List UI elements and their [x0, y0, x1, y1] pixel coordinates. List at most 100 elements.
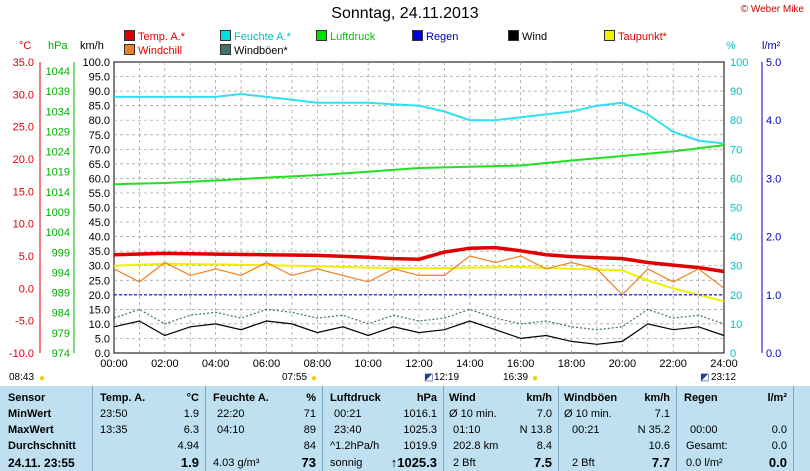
sunrise-day-label: 08:43: [9, 372, 35, 383]
kmh-tick-label: 40.0: [89, 232, 110, 244]
legend-label: Feuchte A.*: [234, 31, 291, 43]
kmh-tick-label: 20.0: [89, 290, 110, 302]
pct-tick-label: 30: [730, 261, 742, 273]
humidity-column: Feuchte A. % 22:20 71 04:10 89 84 4.03 g…: [205, 386, 323, 471]
kmh-tick-label: 30.0: [89, 261, 110, 273]
humidity-now-value: 73: [301, 455, 316, 470]
pressure-avg-value: 1019.9: [403, 440, 437, 452]
time-tick-label: 04:00: [202, 358, 230, 370]
rain-now-value: 0.0: [768, 455, 787, 470]
wind-max-time: 01:10: [453, 424, 481, 436]
hpa-tick-label: 1024: [46, 147, 70, 159]
legend-swatch: [220, 44, 231, 55]
legend-swatch: [604, 30, 615, 41]
pct-tick-label: 80: [730, 115, 742, 127]
temp-tick-label: -5.0: [15, 316, 34, 328]
hpa-tick-label: 989: [52, 288, 70, 300]
series-line: [113, 262, 725, 303]
pct-tick-label: 50: [730, 203, 742, 215]
kmh-tick-label: 75.0: [89, 130, 110, 142]
kmh-tick-label: 5.0: [95, 333, 110, 345]
wind-run: 202.8 km: [453, 440, 499, 452]
rain-tick-label: 2.0: [766, 232, 781, 244]
pressure-max-value: 1025.3: [403, 424, 437, 436]
legend-label: Windchill: [138, 45, 183, 57]
wind-header: Wind: [449, 392, 476, 404]
series-line: [113, 308, 725, 331]
weather-chart: 35.0 30.0 25.0 20.0 15.0 10.0 5.0 0.0 -5.0 -10.0 1…: [9, 57, 781, 370]
pressure-max-time: 23:40: [334, 424, 362, 436]
hpa-tick-label: 984: [52, 308, 70, 320]
kmh-tick-label: 95.0: [89, 72, 110, 84]
hpa-tick-label: 1029: [46, 126, 70, 138]
series-line: [113, 245, 725, 274]
noon-label: 12:19: [434, 372, 460, 383]
kmh-tick-label: 0.0: [95, 348, 110, 360]
now-row-label: 24.11. 23:55: [8, 456, 75, 470]
legend-label: Taupunkt*: [618, 31, 667, 43]
pressure-min-time: 00:21: [334, 408, 362, 420]
kmh-tick-label: 45.0: [89, 217, 110, 229]
pct-tick-label: 40: [730, 232, 742, 244]
legend-entry: Feuchte A.*: [220, 30, 291, 43]
temp-tick-label: 30.0: [13, 89, 34, 101]
humidity-avg-value: 84: [303, 440, 316, 452]
legend-label: Windböen*: [234, 45, 288, 57]
sunrise-label: 07:55: [282, 372, 308, 383]
hpa-tick-label: 1004: [46, 227, 70, 239]
time-tick-label: 02:00: [151, 358, 179, 370]
wind-avg10-value: 7.0: [536, 408, 552, 420]
kmh-tick-label: 50.0: [89, 203, 110, 215]
avg-row-label: Durchschnitt: [8, 440, 76, 452]
temp-header: Temp. A.: [100, 392, 146, 404]
wind-unit: km/h: [526, 392, 552, 404]
series-line: [113, 320, 725, 345]
series-line: [113, 255, 725, 296]
humidity-unit: %: [306, 392, 316, 404]
legend-entry: Regen: [412, 30, 458, 43]
temp-tick-label: -10.0: [9, 348, 34, 360]
gust-now-value: 7.7: [651, 455, 670, 470]
moon-label: 23:12: [711, 372, 737, 383]
rain-total-label: Gesamt:: [686, 440, 728, 452]
pct-tick-label: 10: [730, 319, 742, 331]
time-tick-label: 14:00: [456, 358, 484, 370]
time-tick-label: 00:00: [100, 358, 128, 370]
rain-tick-label: 3.0: [766, 173, 781, 185]
rain-header: Regen: [684, 392, 718, 404]
wind-avg-value: 8.4: [536, 440, 552, 452]
legend-swatch: [220, 30, 231, 41]
rain-tick-label: 5.0: [766, 57, 781, 69]
temp-tick-label: 20.0: [13, 154, 34, 166]
rain-total-value: 0.0: [771, 440, 787, 452]
gust-column: Windböen km/h Ø 10 min. 7.1 00:21 N 35.2…: [558, 386, 677, 471]
hpa-tick-label: 1039: [46, 86, 70, 98]
kmh-tick-label: 35.0: [89, 246, 110, 258]
pct-tick-label: 100: [730, 57, 748, 69]
pressure-unit: hPa: [416, 392, 437, 404]
time-tick-label: 22:00: [659, 358, 687, 370]
temp-avg-value: 4.94: [177, 440, 199, 452]
legend-swatch: [124, 44, 135, 55]
legend-swatch: [124, 30, 135, 41]
forecast-label: sonnig: [330, 457, 363, 469]
rain-column: Regen l/m² 00:00 0.0 Gesamt: 0.0 0.0 l/m…: [676, 386, 794, 471]
summary-table: Sensor MinWert MaxWert Durchschnitt 24.1…: [0, 386, 810, 471]
rain-last-value: 0.0: [771, 424, 787, 436]
rain-last-time: 00:00: [690, 424, 718, 436]
pct-axis-unit: %: [726, 40, 736, 52]
pressure-now-value: ↑1025.3: [390, 455, 437, 470]
sun-icon: ●: [532, 373, 539, 384]
max-row-label: MaxWert: [8, 424, 54, 436]
time-tick-label: 24:00: [710, 358, 738, 370]
time-tick-label: 20:00: [609, 358, 637, 370]
kmh-tick-label: 80.0: [89, 115, 110, 127]
wind-max-value: N 13.8: [519, 424, 552, 436]
pressure-column: Luftdruck hPa 00:21 1016.1 23:40 1025.3 …: [322, 386, 444, 471]
hpa-tick-label: 1009: [46, 207, 70, 219]
time-tick-label: 16:00: [507, 358, 535, 370]
gust-bft: 2 Bft: [572, 457, 595, 469]
rain-tick-label: 1.0: [766, 290, 781, 302]
hpa-tick-label: 1034: [46, 106, 70, 118]
temp-tick-label: 10.0: [13, 219, 34, 231]
